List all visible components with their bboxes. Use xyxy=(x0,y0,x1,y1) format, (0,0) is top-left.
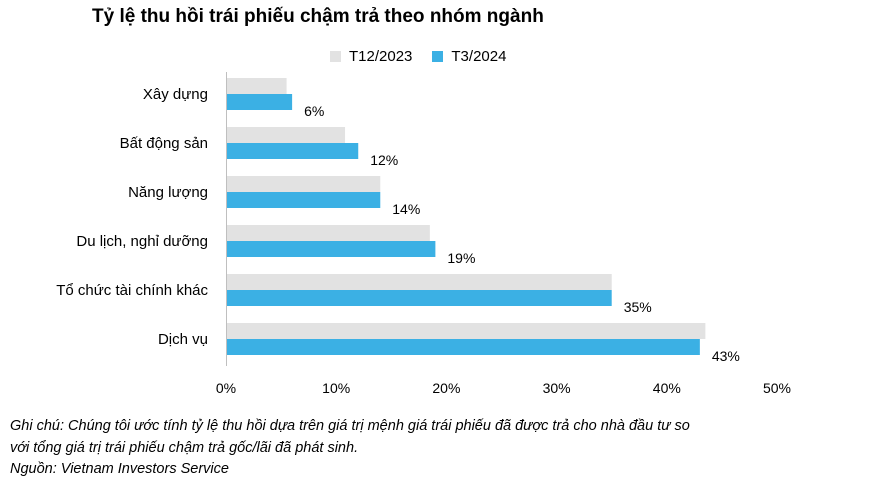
category-label-cat-2: Năng lượng xyxy=(128,184,208,201)
x-tick-label-40: 40% xyxy=(653,380,681,396)
legend-label-t3-2024: T3/2024 xyxy=(451,48,507,65)
bar-t12-2023-cat-3 xyxy=(226,225,430,241)
note-line-2: với tổng giá trị trái phiếu chậm trả gốc… xyxy=(10,439,359,456)
x-tick-label-0: 0% xyxy=(216,380,236,396)
legend-swatch-t3-2024 xyxy=(432,51,444,62)
data-label-cat-0: 6% xyxy=(304,103,324,119)
x-tick-label-10: 10% xyxy=(322,380,350,396)
bar-t12-2023-cat-2 xyxy=(226,176,381,192)
bar-t12-2023-cat-0 xyxy=(226,78,287,94)
note-line-1: Ghi chú: Chúng tôi ước tính tỷ lệ thu hồ… xyxy=(10,418,690,434)
data-label-cat-5: 43% xyxy=(712,348,740,364)
bar-t3-2024-cat-1 xyxy=(226,143,359,159)
data-label-cat-2: 14% xyxy=(392,201,420,217)
bar-t12-2023-cat-1 xyxy=(226,127,346,143)
category-label-cat-1: Bất động sản xyxy=(120,135,208,152)
bar-t3-2024-cat-3 xyxy=(226,241,436,257)
bar-t3-2024-cat-5 xyxy=(226,339,700,355)
data-label-cat-1: 12% xyxy=(370,152,398,168)
legend-label-t12-2023: T12/2023 xyxy=(349,48,413,65)
bar-t12-2023-cat-4 xyxy=(226,274,612,290)
bar-t12-2023-cat-5 xyxy=(226,323,706,339)
legend-swatch-t12-2023 xyxy=(330,51,341,62)
x-tick-label-20: 20% xyxy=(432,380,460,396)
legend: T12/2023 T3/2024 xyxy=(330,48,506,65)
x-tick-label-30: 30% xyxy=(543,380,571,396)
category-label-cat-3: Du lịch, nghỉ dưỡng xyxy=(76,233,208,250)
x-tick-label-50: 50% xyxy=(763,380,791,396)
category-label-cat-5: Dịch vụ xyxy=(158,331,208,348)
source-line: Nguồn: Vietnam Investors Service xyxy=(10,461,229,477)
category-label-cat-0: Xây dựng xyxy=(143,86,208,103)
category-label-cat-4: Tổ chức tài chính khác xyxy=(56,282,208,299)
legend-item-t12-2023: T12/2023 xyxy=(330,48,412,65)
data-label-cat-3: 19% xyxy=(447,250,475,266)
bar-t3-2024-cat-2 xyxy=(226,192,381,208)
bar-chart: Xây dựng 6% Bất động sản 12% Năng lượng 14% Du… xyxy=(56,72,791,396)
chart-notes: Ghi chú: Chúng tôi ước tính tỷ lệ thu hồ… xyxy=(10,416,875,481)
bar-t3-2024-cat-4 xyxy=(226,290,612,306)
data-label-cat-4: 35% xyxy=(624,299,652,315)
legend-item-t3-2024: T3/2024 xyxy=(432,48,506,65)
bar-t3-2024-cat-0 xyxy=(226,94,293,110)
chart-title: Tỷ lệ thu hồi trái phiếu chậm trả theo n… xyxy=(92,6,544,27)
